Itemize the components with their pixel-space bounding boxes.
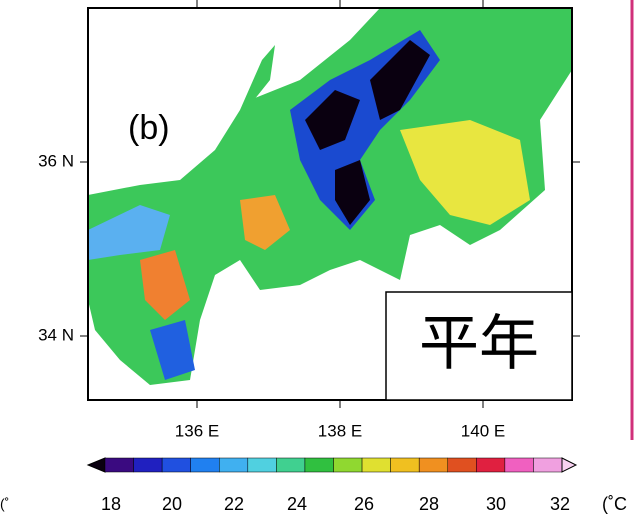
colorbar-label: 32 [550, 494, 570, 514]
colorbar-segment [448, 458, 477, 472]
colorbar-label: 18 [101, 494, 121, 514]
colorbar-unit: (˚C [602, 494, 627, 514]
colorbar-segment [105, 458, 134, 472]
colorbar-segment [533, 458, 562, 472]
lat-label: 34 N [38, 325, 74, 344]
colorbar [88, 458, 576, 472]
lat-label: 36 N [38, 151, 74, 170]
colorbar-segment [219, 458, 248, 472]
colorbar-segment [391, 458, 420, 472]
page: {"panel_label": "(b)", "lat_labels": ["3… [0, 0, 636, 524]
lon-label: 138 E [318, 421, 362, 440]
colorbar-segment [162, 458, 191, 472]
colorbar-segment [476, 458, 505, 472]
colorbar-label: 28 [419, 494, 439, 514]
lon-label: 140 E [461, 421, 505, 440]
colorbar-segment [134, 458, 163, 472]
colorbar-segment [276, 458, 305, 472]
stamp: 平年 [419, 310, 539, 377]
lon-label: 136 E [175, 421, 219, 440]
colorbar-label: 30 [486, 494, 506, 514]
colorbar-label: 22 [224, 494, 244, 514]
colorbar-segment [88, 458, 105, 472]
colorbar-unit-left: (˚ [0, 496, 9, 512]
colorbar-label: 24 [287, 494, 307, 514]
colorbar-label: 20 [162, 494, 182, 514]
colorbar-segment [505, 458, 534, 472]
colorbar-segment [305, 458, 334, 472]
figure: (b) 36 N 34 N 136 E 138 E 140 E 平年 18 20… [0, 0, 636, 524]
panel-label: (b) [128, 109, 170, 147]
colorbar-segment [191, 458, 220, 472]
colorbar-segment [334, 458, 363, 472]
colorbar-segment [419, 458, 448, 472]
colorbar-segment [562, 458, 576, 472]
colorbar-segment [362, 458, 391, 472]
colorbar-label: 26 [354, 494, 374, 514]
colorbar-segment [248, 458, 277, 472]
